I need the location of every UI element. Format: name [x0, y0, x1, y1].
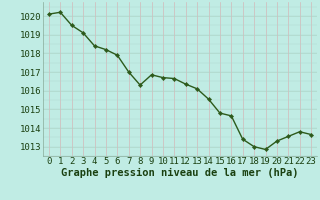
- X-axis label: Graphe pression niveau de la mer (hPa): Graphe pression niveau de la mer (hPa): [61, 168, 299, 178]
